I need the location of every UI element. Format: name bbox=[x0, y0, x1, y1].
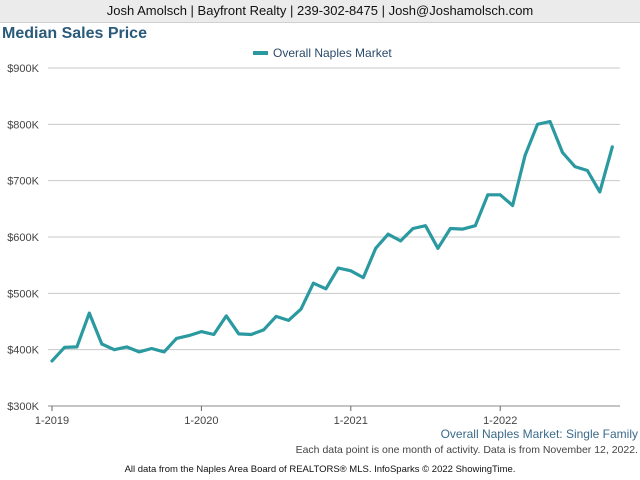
y-tick-label: $300K bbox=[7, 401, 39, 413]
data-point bbox=[312, 281, 315, 285]
data-point bbox=[100, 342, 104, 346]
data-point bbox=[436, 246, 440, 250]
x-tick-label: 1-2019 bbox=[35, 415, 69, 427]
data-point bbox=[610, 145, 614, 149]
data-point bbox=[598, 190, 602, 194]
data-point bbox=[411, 227, 415, 230]
data-point bbox=[299, 307, 303, 311]
y-tick-label: $400K bbox=[7, 345, 39, 357]
x-tick-label: 1-2021 bbox=[334, 415, 368, 427]
data-point bbox=[324, 287, 328, 291]
data-point bbox=[585, 169, 589, 172]
data-point bbox=[399, 239, 402, 243]
data-point bbox=[187, 334, 191, 337]
data-point bbox=[449, 227, 452, 230]
data-point bbox=[473, 224, 477, 228]
data-point bbox=[50, 359, 54, 363]
data-note: Each data point is one month of activity… bbox=[295, 444, 638, 456]
data-point bbox=[361, 276, 365, 279]
data-point bbox=[461, 227, 465, 231]
data-point bbox=[561, 151, 564, 154]
data-point bbox=[63, 346, 66, 349]
data-point bbox=[162, 350, 166, 354]
data-source-footer: All data from the Naples Area Board of R… bbox=[124, 464, 516, 475]
y-tick-label: $600K bbox=[7, 232, 39, 244]
data-point bbox=[125, 345, 129, 349]
data-point bbox=[336, 266, 340, 270]
x-tick-label: 1-2022 bbox=[483, 415, 517, 427]
data-point bbox=[212, 333, 216, 336]
chart-title: Median Sales Price bbox=[2, 25, 147, 42]
data-point bbox=[87, 311, 91, 315]
data-point bbox=[237, 332, 241, 336]
data-point bbox=[424, 224, 427, 228]
data-point bbox=[511, 204, 515, 207]
x-tick-label: 1-2020 bbox=[184, 415, 218, 427]
contact-header: Josh Amolsch | Bayfront Realty | 239-302… bbox=[0, 0, 640, 23]
data-point bbox=[287, 318, 290, 322]
data-point bbox=[536, 122, 539, 126]
data-point bbox=[374, 246, 378, 250]
data-point bbox=[175, 337, 178, 340]
data-point bbox=[349, 269, 353, 273]
data-point bbox=[548, 120, 552, 123]
data-point bbox=[200, 330, 203, 334]
y-tick-label: $700K bbox=[7, 176, 39, 188]
data-point bbox=[523, 153, 527, 157]
legend-label: Overall Naples Market bbox=[273, 46, 392, 60]
data-point bbox=[75, 345, 79, 349]
contact-text: Josh Amolsch | Bayfront Realty | 239-302… bbox=[106, 3, 534, 18]
data-point bbox=[137, 350, 141, 354]
data-point bbox=[386, 232, 390, 236]
data-point bbox=[573, 165, 577, 168]
data-point bbox=[150, 347, 154, 350]
data-point bbox=[274, 315, 278, 318]
data-point bbox=[224, 314, 228, 318]
series-line bbox=[50, 119, 614, 363]
y-tick-label: $500K bbox=[7, 288, 39, 300]
data-point bbox=[262, 328, 266, 332]
data-point bbox=[112, 348, 116, 352]
data-point bbox=[498, 193, 502, 197]
data-point bbox=[249, 333, 253, 336]
y-tick-label: $900K bbox=[7, 63, 39, 75]
data-point bbox=[486, 193, 490, 197]
y-tick-label: $800K bbox=[7, 119, 39, 131]
chart-subtitle: Overall Naples Market: Single Family bbox=[440, 427, 638, 441]
